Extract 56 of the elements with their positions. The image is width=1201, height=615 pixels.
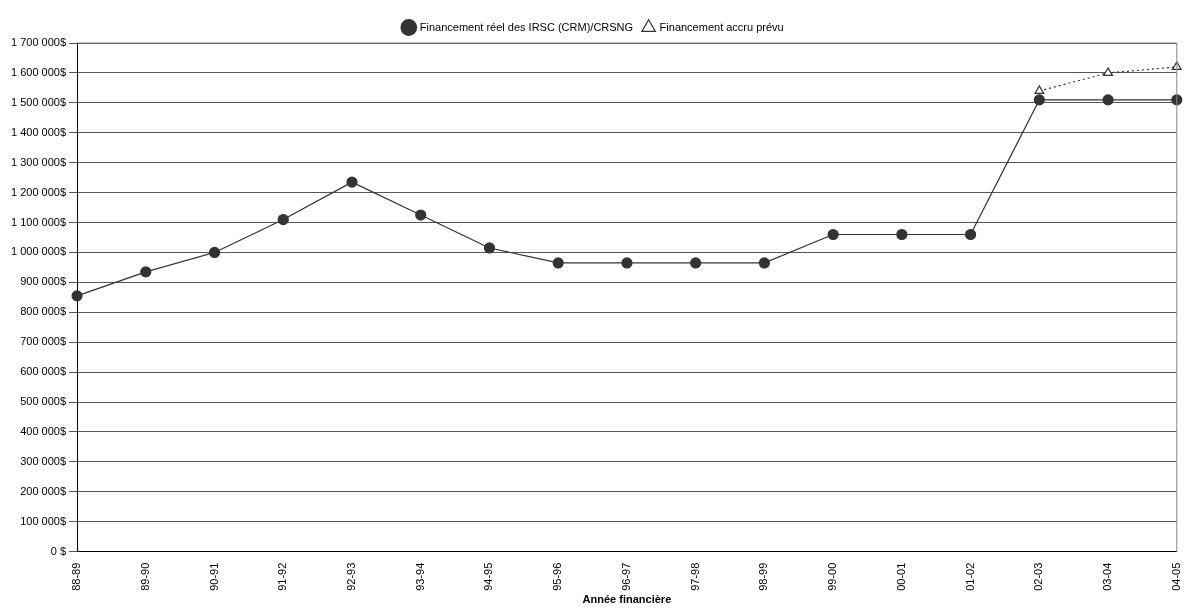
x-tick-label: 89-90 bbox=[138, 562, 151, 591]
y-tick-label: 1 600 000$ bbox=[10, 65, 67, 78]
x-tick-label: 98-99 bbox=[757, 562, 770, 591]
point bbox=[896, 228, 908, 241]
y-tick-label: 200 000$ bbox=[20, 484, 67, 497]
x-tick-label: 04-05 bbox=[1169, 562, 1182, 591]
point bbox=[758, 257, 770, 269]
y-tick-label: 600 000$ bbox=[20, 365, 67, 378]
point bbox=[483, 242, 496, 254]
point bbox=[690, 257, 702, 269]
x-tick-label: 94-95 bbox=[482, 562, 495, 591]
point bbox=[140, 266, 152, 278]
y-tick-label: 800 000$ bbox=[20, 305, 67, 318]
x-tick-label: 99-00 bbox=[826, 562, 839, 591]
point bbox=[277, 213, 289, 226]
point bbox=[208, 246, 221, 259]
y-tick-label: 1 300 000$ bbox=[10, 155, 67, 168]
point bbox=[552, 257, 564, 269]
point bbox=[71, 290, 83, 302]
x-tick-label: 92-93 bbox=[345, 562, 358, 591]
y-tick-label: 0 $ bbox=[50, 544, 67, 557]
y-tick-label: 1 700 000$ bbox=[10, 36, 67, 49]
point bbox=[1103, 67, 1113, 77]
x-tick-label: 97-98 bbox=[688, 562, 701, 591]
legend-label: Financement réel des IRSC (CRM)/CRSNG bbox=[419, 20, 634, 33]
x-axis-title: Année financière bbox=[582, 593, 672, 606]
point bbox=[1034, 85, 1045, 94]
x-tick-label: 95-96 bbox=[551, 562, 564, 591]
x-tick-label: 88-89 bbox=[70, 562, 83, 591]
y-tick-label: 1 100 000$ bbox=[10, 215, 67, 228]
x-tick-label: 93-94 bbox=[413, 562, 426, 591]
legend-label: Financement accru prévu bbox=[659, 20, 784, 33]
point bbox=[346, 176, 358, 188]
y-tick-label: 400 000$ bbox=[20, 425, 67, 438]
x-tick-label: 02-03 bbox=[1032, 562, 1045, 591]
point bbox=[1033, 94, 1045, 106]
point bbox=[621, 257, 633, 269]
y-tick-label: 1 500 000$ bbox=[10, 95, 67, 108]
point bbox=[415, 209, 427, 221]
y-tick-label: 700 000$ bbox=[20, 335, 67, 348]
y-tick-label: 1 000 000$ bbox=[10, 245, 67, 258]
point bbox=[1102, 94, 1114, 106]
x-tick-label: 91-92 bbox=[276, 562, 289, 591]
y-tick-label: 500 000$ bbox=[20, 395, 67, 408]
x-tick-label: 96-97 bbox=[619, 562, 632, 591]
x-tick-label: 00-01 bbox=[894, 562, 907, 591]
point bbox=[965, 228, 977, 241]
x-tick-label: 90-91 bbox=[207, 562, 220, 591]
y-tick-label: 100 000$ bbox=[20, 514, 67, 527]
x-tick-label: 03-04 bbox=[1101, 562, 1114, 591]
y-tick-label: 300 000$ bbox=[20, 454, 67, 467]
point bbox=[827, 228, 839, 241]
y-tick-label: 900 000$ bbox=[20, 275, 67, 288]
y-tick-label: 1 200 000$ bbox=[10, 185, 67, 198]
x-tick-label: 01-02 bbox=[963, 562, 976, 591]
y-tick-label: 1 400 000$ bbox=[10, 125, 67, 138]
